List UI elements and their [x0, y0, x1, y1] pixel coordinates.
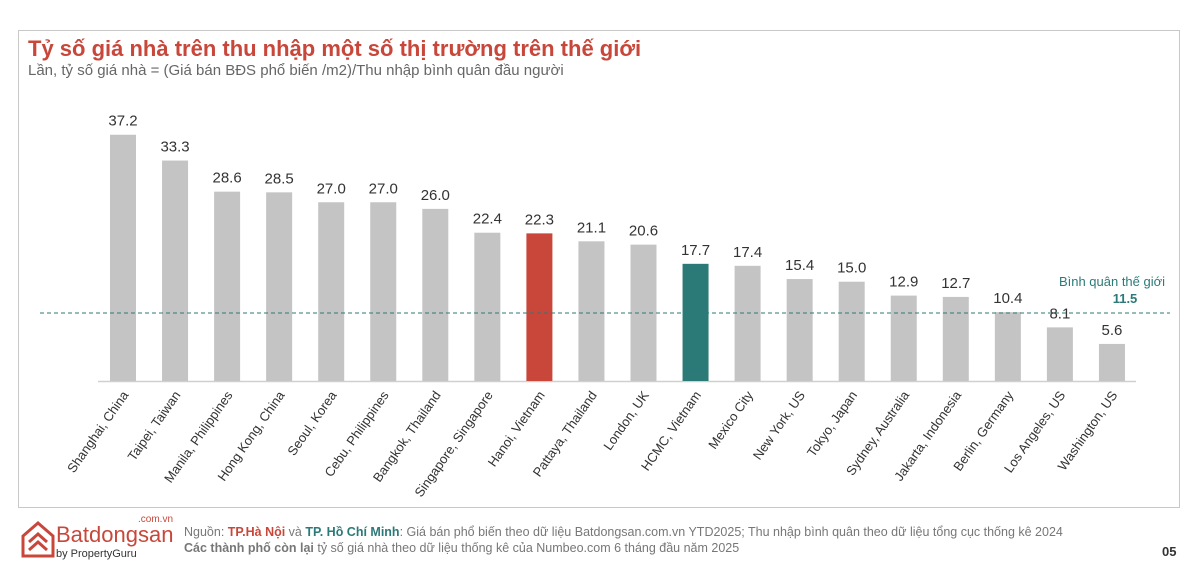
reference-value: 11.5 [1113, 291, 1138, 306]
chart-frame [18, 30, 1180, 508]
bar [682, 263, 709, 381]
data-label: 17.7 [681, 242, 710, 259]
chart-subtitle: Lần, tỷ số giá nhà = (Giá bán BĐS phổ bi… [28, 62, 564, 79]
data-label: 28.6 [212, 170, 241, 187]
data-label: 17.4 [733, 244, 762, 261]
data-label: 10.4 [993, 290, 1022, 307]
bar [526, 233, 553, 381]
category-label: New York, US [750, 388, 808, 463]
source-and: và [285, 525, 306, 539]
source-prefix: Nguồn: [184, 525, 228, 539]
data-label: 21.1 [577, 219, 606, 236]
batdongsan-logo: Batdongsan .com.vn by PropertyGuru [18, 514, 178, 562]
data-label: 20.6 [629, 223, 658, 240]
house-logo-icon [21, 521, 55, 558]
data-label: 27.0 [369, 180, 398, 197]
source-hcmc: TP. Hồ Chí Minh [305, 525, 400, 539]
data-label: 33.3 [160, 139, 189, 156]
bar [734, 265, 761, 381]
data-label: 15.0 [837, 260, 866, 277]
data-label: 8.1 [1049, 305, 1070, 322]
category-label: Seoul, Korea [284, 387, 340, 458]
bar [942, 296, 969, 381]
bar [162, 160, 189, 381]
bar [1098, 343, 1125, 381]
page-number: 05 [1162, 544, 1177, 559]
bar [578, 241, 605, 381]
bar [370, 202, 397, 381]
source-line2: tỷ số giá nhà theo dữ liệu thống kê của … [313, 541, 740, 555]
logo-domain: .com.vn [138, 514, 174, 525]
category-label: Shanghai, China [64, 387, 132, 475]
category-label: Taipei, Taiwan [125, 388, 184, 463]
reference-label: Bình quân thế giới [1059, 274, 1165, 289]
source-note: Nguồn: TP.Hà Nội và TP. Hồ Chí Minh: Giá… [184, 524, 1063, 556]
bar [1046, 327, 1073, 381]
bar [266, 192, 293, 381]
bar [994, 312, 1021, 381]
category-label: London, UK [600, 388, 652, 453]
data-label: 26.0 [421, 187, 450, 204]
logo-sub: by PropertyGuru [56, 548, 137, 560]
bar [422, 208, 449, 381]
data-label: 5.6 [1102, 322, 1123, 339]
data-label: 12.7 [941, 275, 970, 292]
source-hanoi: TP.Hà Nội [227, 525, 286, 539]
data-label: 37.2 [108, 113, 137, 130]
bar [890, 295, 917, 381]
bar [786, 279, 813, 381]
category-label: Tokyo, Japan [804, 388, 860, 459]
bar [318, 202, 345, 381]
data-label: 22.4 [473, 211, 502, 228]
data-label: 22.3 [525, 211, 554, 228]
data-label: 15.4 [785, 257, 814, 274]
bar [838, 281, 865, 381]
data-label: 12.9 [889, 274, 918, 291]
data-label: 27.0 [317, 180, 346, 197]
bar [474, 232, 501, 381]
source-line2-bold: Các thành phố còn lại [184, 541, 314, 555]
logo-name: Batdongsan [56, 522, 174, 547]
bar [110, 134, 136, 381]
category-label: Mexico City [705, 388, 756, 452]
bar [214, 191, 241, 381]
bar-chart: 37.2 Shanghai, China 33.3 Taipei, Taiwan 28.… [40, 113, 1170, 500]
source-line1: : Giá bán phổ biến theo dữ liệu Batdongs… [399, 525, 1063, 539]
data-label: 28.5 [265, 170, 294, 187]
chart-title: Tỷ số giá nhà trên thu nhập một số thị t… [28, 36, 642, 61]
